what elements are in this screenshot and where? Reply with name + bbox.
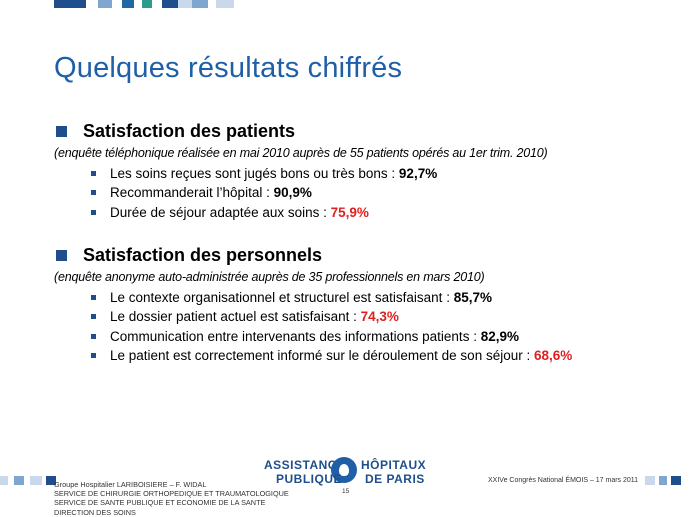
square-bullet-icon — [91, 333, 96, 339]
square-bullet-icon — [91, 171, 96, 176]
square-bullet-icon — [91, 190, 96, 196]
result-item: Le patient est correctement informé sur … — [54, 346, 572, 365]
result-item: Le contexte organisationnel et structure… — [54, 288, 572, 307]
result-label: Le contexte organisationnel et structure… — [110, 290, 454, 305]
section-title: Satisfaction des patients — [83, 121, 296, 141]
footer-right-squares — [645, 476, 681, 485]
result-list: Le contexte organisationnel et structure… — [54, 288, 572, 365]
result-label: Les soins reçues sont jugés bons ou très… — [110, 166, 399, 181]
section-note: (enquête anonyme auto-administrée auprès… — [54, 270, 485, 284]
result-value: 82,9% — [480, 328, 519, 344]
footer-organization: Groupe Hospitalier LARIBOISIERE – F. WID… — [54, 480, 289, 517]
result-item: Recommanderait l’hôpital : 90,9% — [54, 183, 547, 202]
top-color-bar — [54, 0, 234, 8]
section-patients: Satisfaction des patients (enquête télép… — [54, 121, 548, 222]
result-list: Les soins reçues sont jugés bons ou très… — [54, 164, 547, 222]
result-value: 75,9% — [330, 204, 369, 220]
logo-text: ASSISTANCE — [264, 458, 346, 472]
footer-line: Groupe Hospitalier LARIBOISIERE – F. WID… — [54, 480, 207, 489]
footer-left-squares — [0, 476, 56, 485]
aphp-logo: ASSISTANCE HÔPITAUX PUBLIQUE DE PARIS — [264, 456, 426, 490]
result-label: Communication entre intervenants des inf… — [110, 328, 481, 344]
section-personnels: Satisfaction des personnels (enquête ano… — [54, 245, 572, 365]
section-note: (enquête téléphonique réalisée en mai 20… — [54, 146, 548, 160]
result-item: Durée de séjour adaptée aux soins : 75,9… — [54, 203, 547, 222]
section-heading: Satisfaction des personnels — [54, 245, 572, 266]
result-value: 68,6% — [533, 347, 573, 363]
result-item: Le dossier patient actuel est satisfaisa… — [54, 307, 572, 326]
section-title: Satisfaction des personnels — [83, 245, 323, 265]
logo-text: PUBLIQUE — [276, 472, 343, 486]
result-label: Recommanderait l’hôpital : — [110, 185, 274, 201]
square-bullet-icon — [56, 126, 67, 137]
aphp-logo-icon — [331, 457, 357, 483]
section-heading: Satisfaction des patients — [54, 121, 547, 142]
footer-congress: XXIVe Congrès National ÉMOIS – 17 mars 2… — [488, 477, 639, 484]
footer-line: SERVICE DE SANTE PUBLIQUE ET ECONOMIE DE… — [54, 498, 266, 508]
result-label: Durée de séjour adaptée aux soins : — [110, 204, 331, 220]
result-value: 90,9% — [273, 185, 312, 201]
result-item: Communication entre intervenants des inf… — [54, 327, 572, 346]
square-bullet-icon — [91, 352, 96, 358]
page-number: 15 — [342, 488, 350, 495]
result-value: 85,7% — [453, 290, 492, 305]
logo-text: HÔPITAUX — [361, 458, 427, 472]
result-value: 74,3% — [360, 309, 399, 325]
logo-text: DE PARIS — [365, 472, 425, 486]
result-label: Le dossier patient actuel est satisfaisa… — [110, 309, 361, 325]
square-bullet-icon — [91, 314, 96, 320]
result-item: Les soins reçues sont jugés bons ou très… — [54, 164, 547, 183]
footer-line: SERVICE DE CHIRURGIE ORTHOPEDIQUE ET TRA… — [54, 489, 289, 499]
square-bullet-icon — [91, 209, 96, 215]
result-label: Le patient est correctement informé sur … — [110, 347, 534, 363]
slide-title: Quelques résultats chiffrés — [54, 52, 403, 84]
footer-line: DIRECTION DES SOINS — [54, 507, 136, 517]
result-value: 92,7% — [398, 166, 438, 181]
square-bullet-icon — [56, 250, 67, 261]
square-bullet-icon — [91, 295, 96, 300]
